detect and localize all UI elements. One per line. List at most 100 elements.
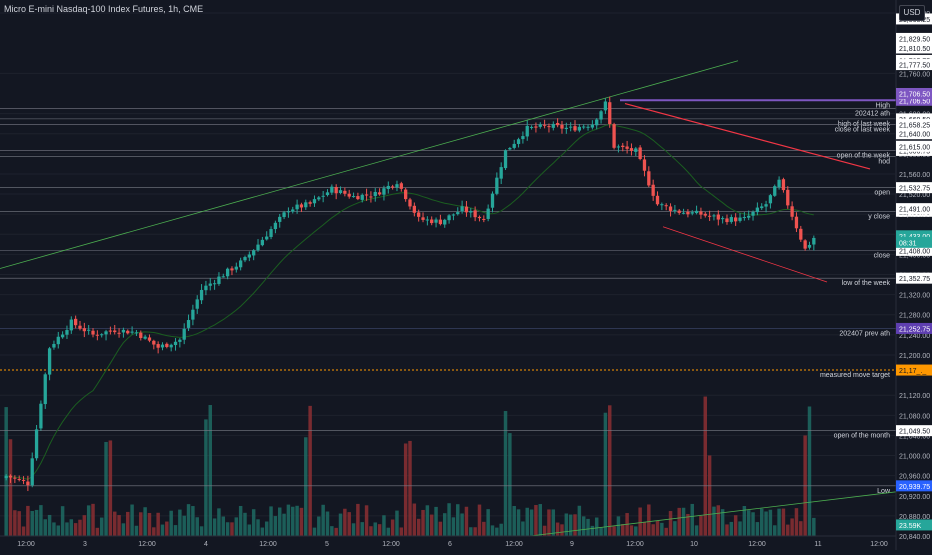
candle-body [91,330,95,335]
level-label: y close [868,213,890,220]
volume-bar [403,443,408,536]
price-tag-bg [896,59,932,71]
volume-bar [490,525,495,536]
volume-bar [386,527,391,536]
candle-body [304,202,308,208]
volume-bar [204,419,208,536]
volume-bar [521,521,525,536]
volume-bar [573,514,577,536]
volume-bar [82,515,87,536]
candle-body [716,214,720,220]
volume-bar [321,504,325,536]
candle-body [590,124,595,128]
price-tag-bg [896,425,932,437]
price-tag-label: 21,17_._ [899,368,926,375]
candle-body [569,126,573,128]
candle-body [160,344,165,348]
volume-bar [786,524,790,536]
volume-bar [547,509,551,536]
level-label: close [874,252,890,259]
candle-body [291,209,295,212]
volume-bar [169,510,173,536]
candle-body [252,250,256,256]
price-tick-label: 20,960.00 [899,474,930,481]
candle-body [282,212,286,218]
candle-body [434,219,438,223]
upper-trendline [0,60,739,269]
volume-bar [443,513,447,536]
candle-body [65,330,69,335]
volume-bar [21,526,26,536]
volume-bar [134,525,139,536]
volume-bar [812,517,816,536]
candle-body [469,210,473,213]
level-label: 202407 prev ath [839,330,890,337]
volume-bar [325,511,330,536]
candle-body [621,145,625,148]
volume-bar [295,505,299,536]
volume-bar [634,526,638,536]
volume-bar [799,521,803,536]
lower-trendline [529,490,906,537]
volume-bar [655,520,660,536]
volume-bar [230,522,234,536]
price-tag-label: 21,532.75 [899,186,930,193]
candle-body [308,202,312,204]
candle-body [608,102,612,125]
time-tick-label: 11 [814,541,821,548]
candle-body [147,337,152,341]
candle-body [82,328,86,332]
price-tag-label: 21,829.50 [899,36,930,43]
volume-bar [686,513,690,536]
volume-bar [117,515,121,536]
candle-body [438,219,443,225]
volume-bar [773,525,777,536]
price-tag-bg [896,182,932,194]
candle-body [338,190,343,194]
volume-bar [456,504,460,536]
volume-bar [638,507,642,536]
time-tick-label: 5 [325,541,329,548]
volume-bar [590,525,595,536]
candle-body [273,222,278,230]
candle-body [794,216,799,229]
candle-body [256,244,260,251]
volume-bar [529,509,534,536]
volume-bar [581,516,586,536]
candle-body [790,206,794,217]
candle-body [169,344,173,348]
candle-body [286,211,291,213]
time-tick-label: 12:00 [626,541,644,548]
volume-bar [364,505,369,536]
volume-bar [108,440,113,536]
candle-body [499,167,503,179]
volume-bar [599,527,603,536]
candle-body [30,458,34,486]
volume-bar [438,521,443,536]
candle-body [325,192,330,196]
candle-body [560,124,564,129]
volume-bar [343,508,347,536]
candle-body [447,215,451,221]
volume-bar [699,515,703,536]
candle-body [152,340,156,345]
candle-body [134,332,139,334]
price-tick-label: 21,120.00 [899,393,930,400]
volume-bar [39,505,43,536]
candle-body [47,348,52,375]
candle-body [121,329,126,333]
candle-body [564,127,568,130]
price-tag-bg [896,272,932,284]
candle-body [421,217,425,220]
candle-body [386,185,390,189]
volume-bar [17,511,21,536]
time-tick-label: 12:00 [382,541,400,548]
candle-body [555,122,560,126]
volume-bar [564,513,569,536]
currency-button[interactable]: USD [899,5,925,21]
level-label: High [876,102,891,109]
volume-bar [512,505,516,536]
volume-bar [499,523,503,536]
